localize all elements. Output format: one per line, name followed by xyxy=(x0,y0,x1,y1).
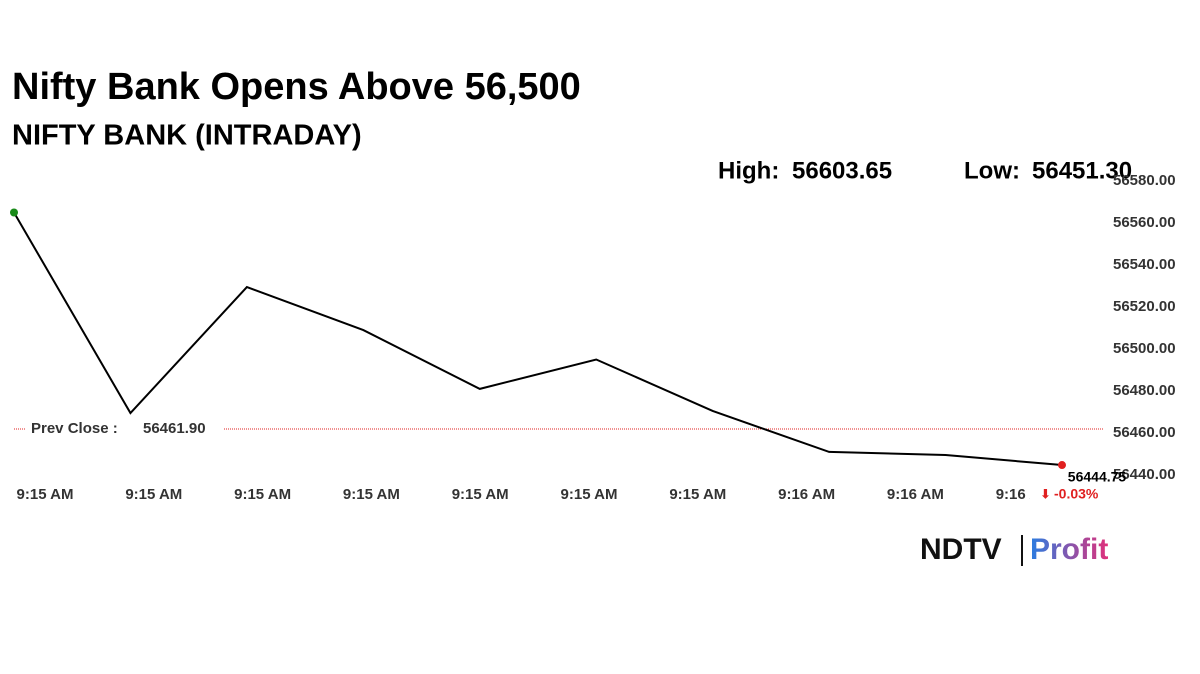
y-tick-label: 56540.00 xyxy=(1113,256,1176,273)
start-point xyxy=(10,208,18,217)
y-tick-label: 56560.00 xyxy=(1113,214,1176,231)
x-tick-label: 9:16 AM xyxy=(778,486,835,503)
x-tick-label: 9:15 AM xyxy=(17,486,74,503)
high-label: High: xyxy=(718,157,779,184)
x-tick-label: 9:15 AM xyxy=(561,486,618,503)
low-value: 56451.30 xyxy=(1032,157,1132,184)
prev-close-label: Prev Close : xyxy=(31,420,118,437)
low-label: Low: xyxy=(964,157,1020,184)
x-tick-label: 9:15 AM xyxy=(343,486,400,503)
end-value-label: 56444.75 xyxy=(1068,469,1127,485)
chart-title: Nifty Bank Opens Above 56,500 xyxy=(12,66,581,108)
logo-ndtv: NDTV xyxy=(920,533,1002,566)
price-line xyxy=(13,211,1063,467)
logo-profit: Profit xyxy=(1030,533,1108,566)
x-tick-label: 9:15 AM xyxy=(452,486,509,503)
y-tick-label: 56480.00 xyxy=(1113,382,1176,399)
change-label: -0.03% xyxy=(1054,486,1099,502)
high-value: 56603.65 xyxy=(792,157,892,184)
y-tick-label: 56520.00 xyxy=(1113,298,1176,315)
change-arrow: ⬇ xyxy=(1040,486,1051,501)
chart-subtitle: NIFTY BANK (INTRADAY) xyxy=(12,120,362,152)
x-tick-label: 9:15 AM xyxy=(125,486,182,503)
end-point xyxy=(1058,461,1066,470)
x-tick-label: 9:15 AM xyxy=(234,486,291,503)
x-tick-label: 9:15 AM xyxy=(669,486,726,503)
x-tick-label: 9:16 AM xyxy=(887,486,944,503)
end-label-bg xyxy=(1030,485,1110,503)
y-tick-label: 56440.00 xyxy=(1113,466,1176,483)
y-tick-label: 56580.00 xyxy=(1113,172,1176,189)
prev-close-bg xyxy=(26,418,224,441)
y-tick-label: 56500.00 xyxy=(1113,340,1176,357)
y-tick-label: 56460.00 xyxy=(1113,424,1176,441)
prev-close-value: 56461.90 xyxy=(143,420,206,437)
